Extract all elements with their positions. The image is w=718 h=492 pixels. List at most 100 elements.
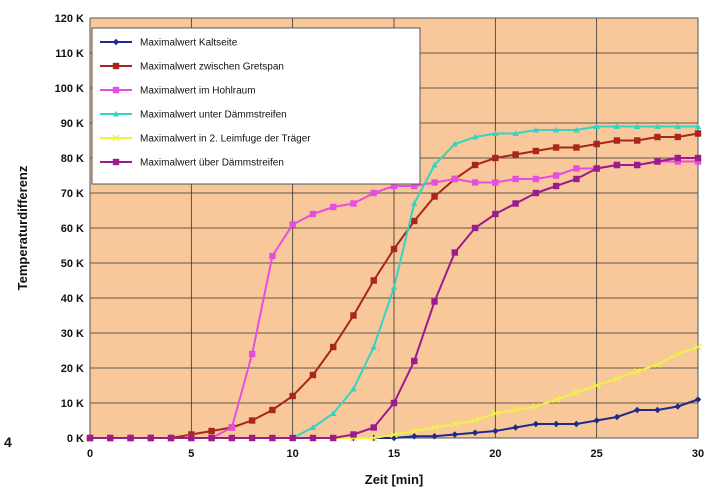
- data-point: [451, 249, 458, 256]
- legend-item: Maximalwert über Dämmstreifen: [100, 158, 284, 169]
- data-point: [451, 420, 459, 428]
- data-point: [188, 431, 195, 438]
- data-point: [694, 154, 702, 162]
- data-point: [431, 298, 438, 305]
- data-point: [370, 434, 378, 442]
- data-point: [532, 147, 540, 155]
- data-point: [248, 417, 256, 424]
- data-point: [350, 312, 357, 319]
- data-point: [552, 126, 560, 133]
- data-point: [330, 410, 337, 417]
- data-point: [593, 140, 600, 148]
- data-point: [269, 406, 276, 414]
- data-point: [330, 203, 337, 211]
- y-tick-label: 50 K: [61, 258, 84, 270]
- data-point: [269, 252, 276, 260]
- data-point: [471, 224, 479, 232]
- data-point: [390, 245, 398, 253]
- data-point: [511, 406, 520, 414]
- data-point: [674, 123, 681, 130]
- data-point: [411, 182, 418, 190]
- data-point: [654, 406, 661, 414]
- data-point: [370, 424, 377, 431]
- y-tick-label: 90 K: [61, 118, 84, 130]
- data-point: [532, 126, 540, 133]
- data-point: [309, 434, 317, 442]
- data-point: [330, 343, 337, 351]
- data-point: [593, 417, 600, 424]
- data-point: [613, 137, 621, 144]
- data-point: [471, 416, 479, 425]
- data-point: [593, 165, 600, 172]
- data-point: [694, 343, 702, 351]
- data-point: [410, 427, 418, 435]
- data-point: [552, 144, 560, 151]
- data-point: [492, 210, 499, 218]
- data-point: [86, 434, 94, 442]
- x-axis-title: Zeit [min]: [365, 472, 424, 487]
- figure-label: 4: [4, 434, 12, 450]
- data-point: [654, 158, 661, 165]
- data-point: [127, 434, 134, 442]
- data-point: [451, 431, 458, 438]
- data-point: [573, 144, 580, 151]
- y-tick-label: 110 K: [55, 48, 84, 60]
- data-point: [532, 420, 540, 428]
- y-tick-label: 40 K: [61, 293, 84, 305]
- data-point: [188, 434, 195, 442]
- data-point: [573, 126, 580, 133]
- data-point: [613, 413, 621, 421]
- legend-marker: [112, 134, 120, 142]
- data-point: [694, 130, 702, 137]
- data-point: [573, 165, 580, 172]
- data-point: [350, 431, 357, 438]
- data-point: [573, 420, 580, 428]
- data-point: [248, 350, 256, 358]
- x-tick-label: 5: [188, 448, 194, 460]
- data-point: [228, 424, 236, 431]
- data-point: [451, 140, 458, 147]
- data-point: [654, 133, 661, 141]
- y-tick-label: 10 K: [61, 398, 84, 410]
- data-point: [492, 179, 499, 186]
- data-point: [228, 434, 236, 442]
- data-point: [289, 434, 296, 442]
- legend-marker: [112, 62, 120, 70]
- data-point: [593, 123, 600, 130]
- data-point: [532, 402, 540, 411]
- data-point: [634, 161, 641, 169]
- data-point: [289, 392, 296, 400]
- data-point: [532, 189, 540, 197]
- data-point: [107, 434, 114, 442]
- data-point: [431, 193, 438, 200]
- data-point: [552, 395, 560, 404]
- data-point: [350, 385, 357, 392]
- data-point: [613, 374, 621, 383]
- legend-box: [91, 27, 421, 185]
- data-point: [330, 434, 337, 442]
- data-point: [512, 424, 519, 431]
- data-point: [532, 175, 540, 183]
- data-point: [208, 427, 215, 435]
- legend-marker: [112, 86, 120, 94]
- data-point: [431, 161, 438, 168]
- legend-item: Maximalwert in 2. Leimfuge der Träger: [100, 134, 311, 145]
- data-point: [451, 175, 458, 183]
- y-tick-label: 70 K: [61, 188, 84, 200]
- legend: Maximalwert Kaltseite Maximalwert zwische…: [91, 27, 421, 185]
- data-point: [613, 123, 621, 130]
- data-point: [694, 396, 702, 403]
- x-tick-label: 15: [388, 448, 400, 460]
- data-point: [572, 388, 581, 397]
- legend-item: Maximalwert unter Dämmstreifen: [100, 110, 287, 121]
- legend-item: Maximalwert zwischen Gretspan: [100, 62, 284, 73]
- data-point: [471, 161, 479, 169]
- data-point: [512, 151, 519, 158]
- data-point: [430, 423, 439, 432]
- x-tick-label: 30: [692, 448, 704, 460]
- data-point: [431, 179, 438, 186]
- legend-item: Maximalwert im Hohlraum: [100, 86, 256, 97]
- data-point: [390, 430, 398, 439]
- x-tick-label: 10: [287, 448, 299, 460]
